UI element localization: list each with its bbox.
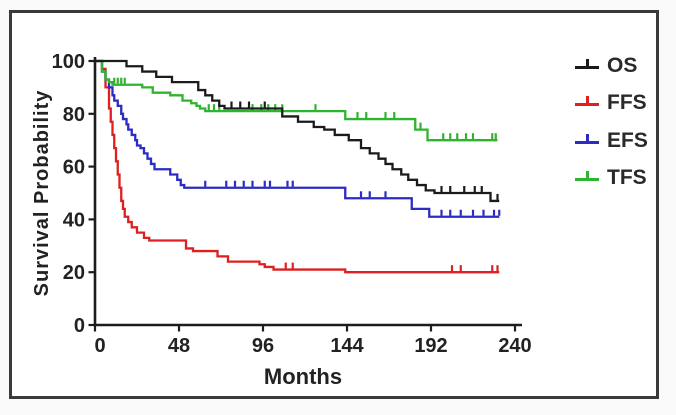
legend-censor-line-icon (575, 134, 599, 145)
x-tick-label: 192 (414, 335, 447, 357)
x-axis-label: Months (264, 364, 342, 389)
x-tick-label: 96 (252, 335, 274, 357)
y-tick-label: 20 (63, 262, 85, 284)
x-tick-label: 48 (168, 335, 190, 357)
legend-item-ffs: FFS (575, 89, 647, 115)
legend-censor-line-icon (575, 171, 599, 182)
y-tick-label: 40 (63, 209, 85, 231)
legend-tick (585, 59, 589, 68)
figure-frame: 0 20 40 60 80 100 0 48 96 144 192 240 Months Survival… (9, 10, 659, 399)
legend-label: FFS (607, 90, 647, 114)
x-tick-label: 240 (498, 335, 531, 357)
km-survival-chart: 0 20 40 60 80 100 0 48 96 144 192 240 Months Survival… (31, 51, 532, 389)
legend-item-efs: EFS (575, 127, 648, 153)
y-tick-label: 100 (52, 51, 85, 73)
legend-label: TFS (607, 165, 647, 189)
y-tick-label: 80 (63, 104, 85, 126)
x-tick-label: 0 (94, 335, 105, 357)
tfs-curve (95, 59, 498, 142)
legend-label: EFS (607, 128, 648, 152)
legend-tick (585, 171, 589, 180)
y-tick-label: 0 (74, 315, 85, 337)
legend-tick (585, 96, 589, 105)
legend-censor-line-icon (575, 96, 599, 107)
x-tick-label: 144 (330, 335, 364, 357)
efs-curve (95, 59, 500, 218)
os-curve (95, 59, 500, 203)
legend-label: OS (607, 53, 638, 77)
legend-item-os: OS (575, 52, 637, 78)
legend-item-tfs: TFS (575, 164, 647, 190)
y-axis-label: Survival Probability (31, 90, 53, 297)
y-tick-label: 60 (63, 157, 85, 179)
ffs-curve (95, 59, 500, 274)
legend-censor-line-icon (575, 59, 599, 70)
legend-tick (585, 134, 589, 143)
